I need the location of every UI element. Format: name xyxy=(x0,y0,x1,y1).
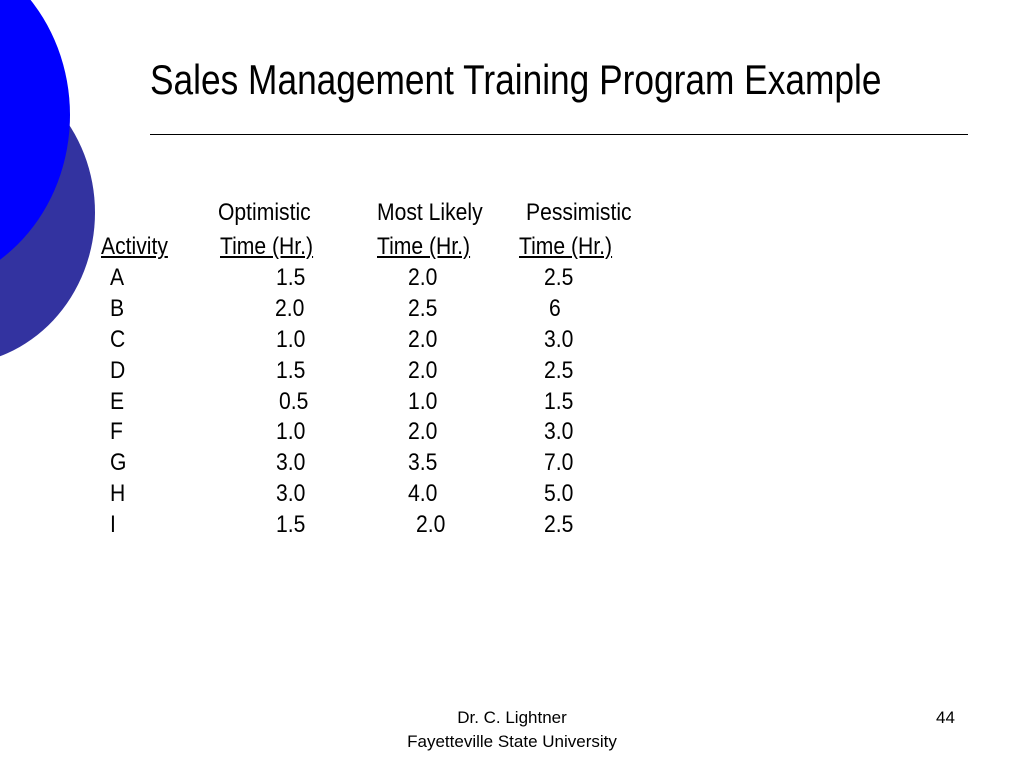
table-cell-activity: F xyxy=(110,418,123,445)
table-cell-activity: H xyxy=(110,480,126,507)
table-cell-most-likely: 2.0 xyxy=(408,264,438,291)
table-cell-most-likely: 2.5 xyxy=(408,295,438,322)
table-cell-activity: I xyxy=(110,511,116,538)
table-cell-pessimistic: 2.5 xyxy=(544,357,574,384)
table-cell-optimistic: 2.0 xyxy=(275,295,305,322)
page-number: 44 xyxy=(936,708,955,727)
table-cell-activity: C xyxy=(110,326,126,353)
table-cell-pessimistic: 7.0 xyxy=(544,449,574,476)
header-most-likely: Most Likely xyxy=(377,199,483,226)
slide-title: Sales Management Training Program Exampl… xyxy=(150,56,882,103)
table-cell-most-likely: 2.0 xyxy=(416,511,446,538)
table-cell-optimistic: 1.0 xyxy=(276,326,306,353)
table-cell-optimistic: 3.0 xyxy=(276,449,306,476)
table-cell-activity: G xyxy=(110,449,127,476)
table-cell-most-likely: 3.5 xyxy=(408,449,438,476)
table-cell-optimistic: 1.5 xyxy=(276,357,306,384)
table-cell-pessimistic: 2.5 xyxy=(544,511,574,538)
table-cell-pessimistic: 1.5 xyxy=(544,388,574,415)
table-cell-optimistic: 1.5 xyxy=(276,264,306,291)
table-cell-activity: B xyxy=(110,295,125,322)
table-cell-optimistic: 1.0 xyxy=(276,418,306,445)
table-cell-optimistic: 0.5 xyxy=(279,388,309,415)
table-cell-most-likely: 2.0 xyxy=(408,357,438,384)
table-cell-activity: A xyxy=(110,264,125,291)
table-cell-optimistic: 3.0 xyxy=(276,480,306,507)
header-pessimistic: Pessimistic xyxy=(526,199,632,226)
table-cell-optimistic: 1.5 xyxy=(276,511,306,538)
header-activity: Activity xyxy=(101,233,168,260)
table-cell-pessimistic: 2.5 xyxy=(544,264,574,291)
footer-institution: Fayetteville State University xyxy=(407,732,617,751)
table-cell-most-likely: 2.0 xyxy=(408,326,438,353)
table-cell-activity: E xyxy=(110,388,125,415)
header-optimistic-time: Time (Hr.) xyxy=(220,233,314,260)
header-optimistic: Optimistic xyxy=(218,199,311,226)
table-cell-most-likely: 4.0 xyxy=(408,480,438,507)
table-cell-activity: D xyxy=(110,357,126,384)
header-pessimistic-time: Time (Hr.) xyxy=(519,233,613,260)
table-cell-pessimistic: 3.0 xyxy=(544,418,574,445)
table-cell-most-likely: 2.0 xyxy=(408,418,438,445)
table-cell-pessimistic: 6 xyxy=(549,295,561,322)
header-most-likely-time: Time (Hr.) xyxy=(377,233,471,260)
title-divider xyxy=(150,134,968,135)
footer-author: Dr. C. Lightner xyxy=(457,708,567,727)
table-cell-pessimistic: 5.0 xyxy=(544,480,574,507)
table-cell-most-likely: 1.0 xyxy=(408,388,438,415)
table-cell-pessimistic: 3.0 xyxy=(544,326,574,353)
